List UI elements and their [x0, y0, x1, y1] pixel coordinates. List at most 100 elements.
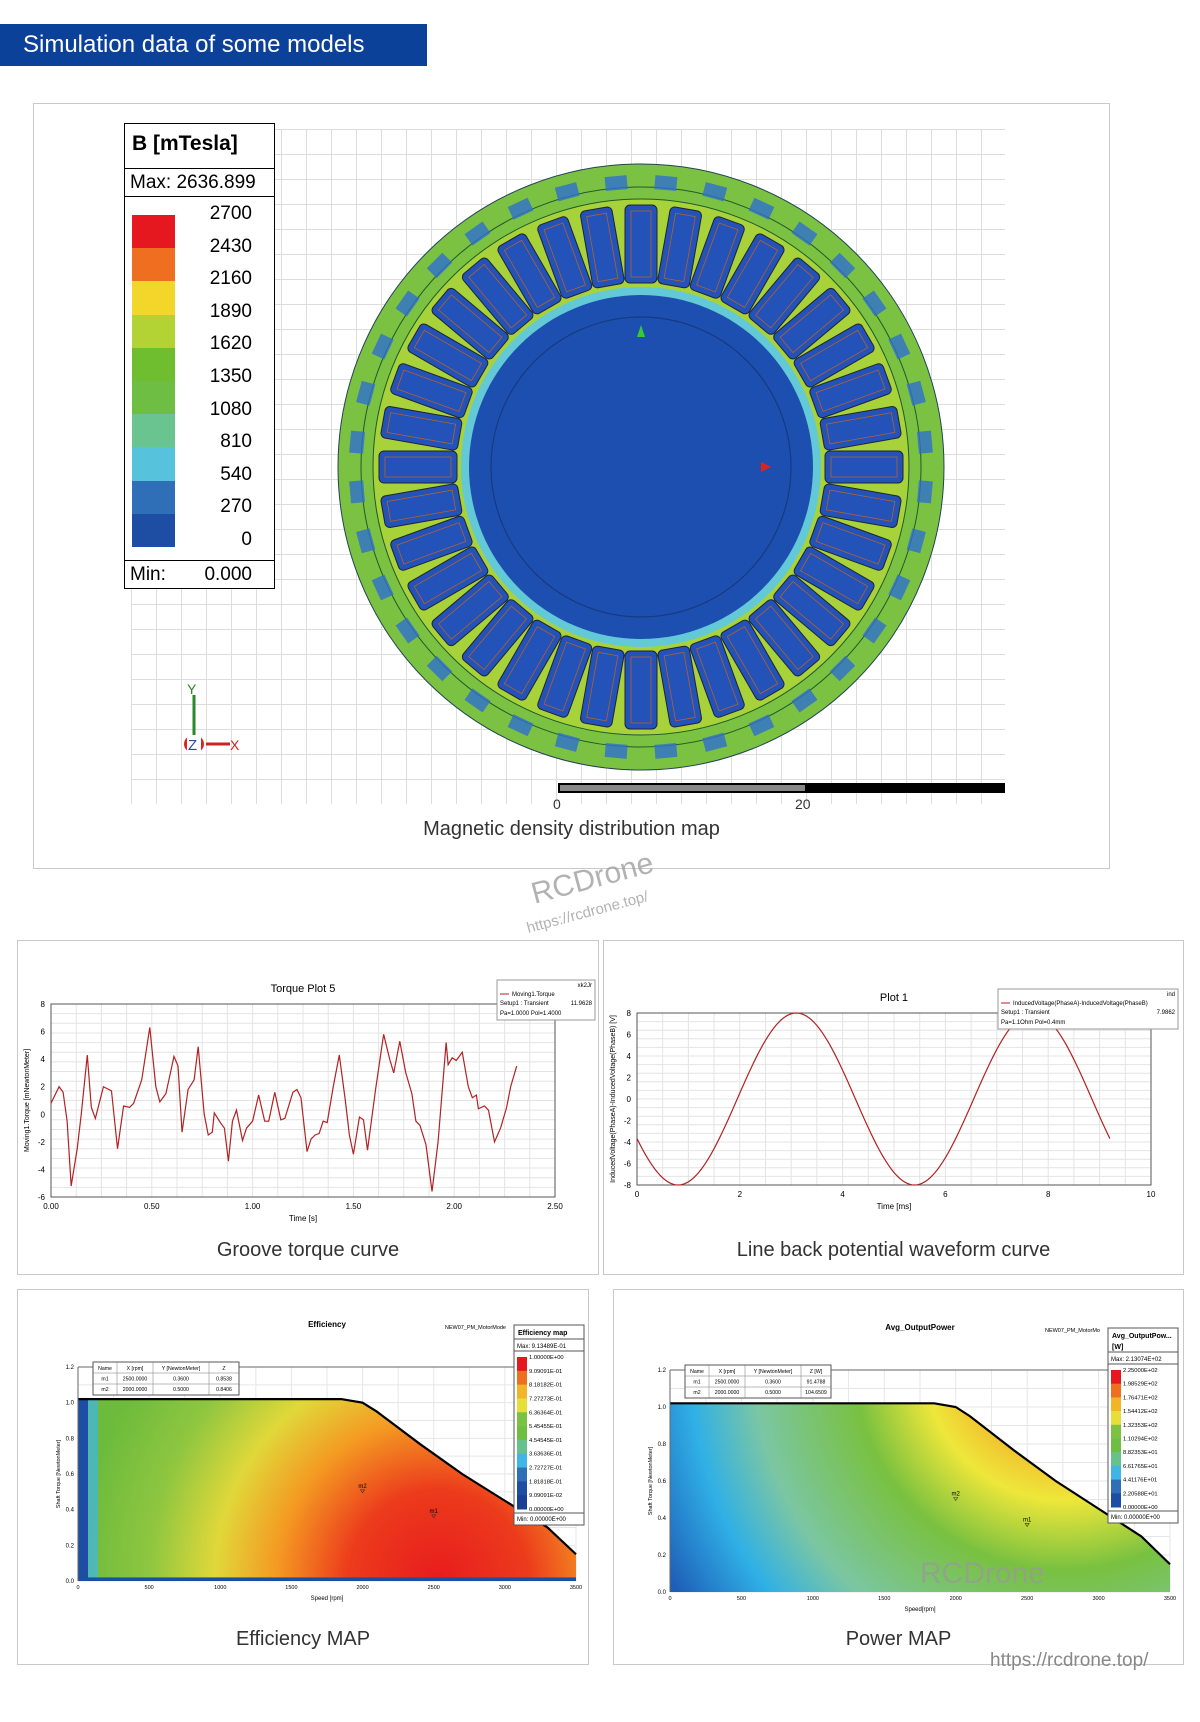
marker-icon	[431, 1514, 437, 1519]
x-tick-label: 0	[668, 1596, 671, 1602]
svg-text:11.9628: 11.9628	[571, 1001, 593, 1007]
legend-level: 2160	[209, 268, 252, 290]
stator-slot	[748, 257, 821, 335]
stator-slot	[824, 450, 904, 484]
y-axis-label: InducedVoltage(PhaseA)-InducedVoltage(Ph…	[610, 1015, 617, 1183]
chart-title: Efficiency	[308, 1320, 346, 1329]
stator-slot	[497, 233, 562, 315]
x-tick-label: 0	[635, 1190, 640, 1199]
legend-level: 1.00000E+00	[529, 1355, 564, 1361]
legend-level: 6.61765E+01	[1123, 1464, 1158, 1470]
legend-level: 0.00000E+00	[529, 1507, 564, 1513]
y-axis-label: Moving1.Torque [mNewtonMeter]	[24, 1049, 31, 1152]
marker-label: m1	[1023, 1517, 1032, 1523]
legend-level: 1890	[209, 300, 252, 322]
y-axis-label: Shaft Torque [NewtonMeter]	[648, 1446, 654, 1515]
legend-swatch	[1111, 1411, 1121, 1426]
y-tick-label: 0.6	[658, 1479, 667, 1485]
x-tick-label: 6	[943, 1190, 948, 1199]
legend-swatch	[517, 1495, 527, 1510]
svg-text:m2: m2	[101, 1387, 108, 1393]
svg-text:Y [NewtonMeter]: Y [NewtonMeter]	[162, 1366, 201, 1372]
legend-swatch	[132, 215, 175, 249]
y-tick-label: 0.2	[658, 1553, 667, 1559]
legend-level: 1.54412E+02	[1123, 1409, 1158, 1415]
magnetic-caption: Magnetic density distribution map	[423, 818, 720, 840]
legend-level: 540	[220, 463, 252, 485]
x-tick-label: 1500	[285, 1585, 297, 1591]
axis-triad: Y Z X	[184, 681, 240, 754]
svg-text:ind: ind	[1167, 992, 1175, 998]
x-tick-label: 1000	[807, 1596, 819, 1602]
legend-min-label: Min:	[130, 564, 166, 585]
axis-y-label: Y	[187, 681, 197, 697]
legend-swatch	[1111, 1452, 1121, 1467]
marker-table: Name X [rpm] Y [NewtonMeter] Z [W] m1 2500.00…	[684, 1364, 832, 1399]
legend-swatch	[517, 1412, 527, 1427]
y-tick-label: -6	[38, 1193, 46, 1202]
y-tick-label: 4	[627, 1052, 632, 1061]
legend-level: 6.36364E-01	[529, 1410, 562, 1416]
x-tick-label: 4	[840, 1190, 845, 1199]
x-axis-label: Time [s]	[289, 1214, 317, 1223]
x-tick-label: 500	[145, 1585, 154, 1591]
stator-slot	[497, 619, 562, 701]
legend-level: 1080	[209, 398, 252, 420]
x-tick-label: 2	[738, 1190, 743, 1199]
legend-swatch	[517, 1384, 527, 1399]
y-tick-label: 1.2	[66, 1365, 75, 1371]
y-tick-label: 2	[627, 1074, 632, 1083]
legend-swatch	[517, 1481, 527, 1496]
x-tick-label: 2500	[1021, 1596, 1033, 1602]
chart-title: Avg_OutputPower	[885, 1323, 954, 1332]
legend-min-value: 0.000	[204, 564, 252, 585]
x-axis-label: Speed [rpm]	[311, 1596, 344, 1602]
stator-slot	[580, 206, 625, 289]
y-tick-label: 0	[627, 1095, 632, 1104]
stator-slot	[657, 206, 702, 289]
stator-slot	[657, 645, 702, 728]
legend-level: 0.00000E+00	[1123, 1505, 1158, 1511]
legend-swatch	[132, 347, 175, 382]
legend-swatch	[1111, 1479, 1121, 1494]
y-tick-label: 4	[41, 1055, 46, 1064]
svg-text:Max: 2.13074E+02: Max: 2.13074E+02	[1111, 1357, 1162, 1363]
legend-level: 1.32353E+02	[1123, 1423, 1158, 1429]
scale-bar	[558, 783, 1005, 793]
legend-swatch	[1111, 1370, 1121, 1385]
footer-url: https://rcdrone.top/	[990, 1650, 1149, 1671]
watermark-logo: RCDrone	[920, 1557, 1045, 1590]
stator-slot	[793, 546, 875, 611]
x-tick-label: 1500	[878, 1596, 890, 1602]
legend-level: 3.63636E-01	[529, 1452, 562, 1458]
svg-text:104.6509: 104.6509	[805, 1390, 827, 1396]
legend-level: 4.54545E-01	[529, 1438, 562, 1444]
legend-level: 0	[241, 529, 252, 550]
stator-slot	[689, 635, 745, 718]
legend-level: 1350	[209, 366, 252, 387]
x-tick-label: 2500	[428, 1585, 440, 1591]
stator-slot	[537, 635, 593, 718]
legend-swatch	[517, 1439, 527, 1455]
marker-icon	[1024, 1523, 1030, 1527]
y-tick-label: 6	[41, 1028, 46, 1037]
y-tick-label: 8	[41, 1000, 46, 1009]
x-tick-label: 3000	[1092, 1596, 1104, 1602]
legend-level: 1.81818E-01	[529, 1479, 562, 1485]
marker-label: m1	[430, 1509, 439, 1515]
x-tick-label: 1.50	[346, 1202, 362, 1211]
legend-max: Max: 2636.899	[125, 169, 274, 197]
marker-table: Name X [rpm] Y [NewtonMeter] Zm1 2500.0000 0.…	[92, 1361, 240, 1396]
legend-swatch	[517, 1357, 527, 1372]
legend-swatch	[132, 447, 175, 481]
svg-text:Setup1 : Transient: Setup1 : Transient	[1001, 1010, 1050, 1016]
legend-title: B [mTesla]	[125, 124, 274, 169]
stator-slot	[580, 645, 625, 728]
chart-legend: ind InducedVoltage(PhaseA)-InducedVoltage…	[997, 988, 1179, 1030]
svg-text:X [rpm]: X [rpm]	[127, 1366, 144, 1372]
legend-swatch	[517, 1467, 527, 1482]
backemf-caption: Line back potential waveform curve	[736, 1239, 1051, 1261]
legend-level: 9.09091E-02	[529, 1493, 562, 1499]
legend-level: 1.10294E+02	[1123, 1437, 1158, 1443]
stator-slot	[748, 599, 821, 677]
